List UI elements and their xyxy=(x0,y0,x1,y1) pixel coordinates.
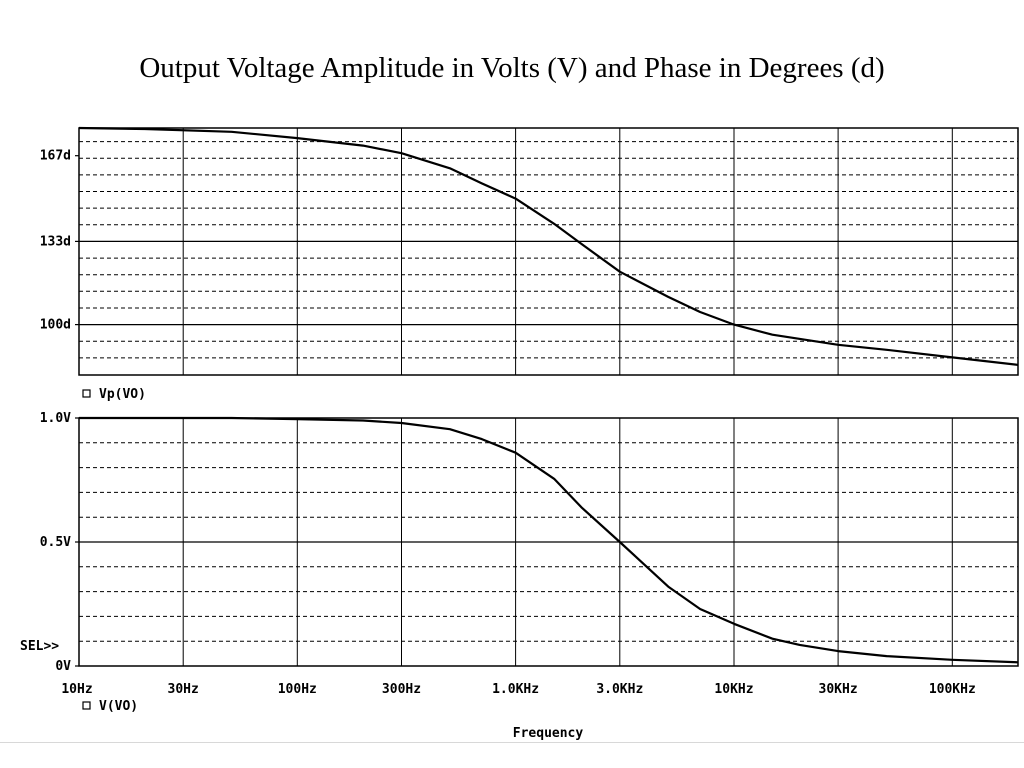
slide-title: Output Voltage Amplitude in Volts (V) an… xyxy=(139,52,885,84)
plot-frame xyxy=(78,127,1019,376)
legend-label: Vp(VO) xyxy=(99,387,146,402)
x-axis-label: Frequency xyxy=(513,726,584,741)
legend-marker xyxy=(82,389,91,398)
legend-marker xyxy=(82,701,91,710)
x-tick-label: 100KHz xyxy=(929,682,976,697)
series-line-amplitude xyxy=(79,416,1019,664)
y-tick-label: 0.5V xyxy=(40,535,71,550)
y-tick-label: 167d xyxy=(40,149,71,164)
y-tick-label: 133d xyxy=(40,234,71,249)
series-line-phase xyxy=(78,126,1019,366)
x-tick-label: 10Hz xyxy=(61,682,92,697)
footer-divider xyxy=(0,742,1024,743)
y-tick-label: 1.0V xyxy=(40,411,71,426)
x-tick-label: 300Hz xyxy=(382,682,421,697)
grid-layer xyxy=(79,128,1018,666)
x-tick-label: 30Hz xyxy=(168,682,199,697)
label-layer: 167d 133d 100d Vp(VO) 1.0V 0.5V 0V V(VO) 10Hz 30H… xyxy=(40,149,976,714)
x-tick-label: 10KHz xyxy=(714,682,753,697)
curve-layer xyxy=(78,126,1019,664)
x-tick-label: 3.0KHz xyxy=(596,682,643,697)
x-tick-label: 1.0KHz xyxy=(492,682,539,697)
frame-layer xyxy=(75,127,1019,667)
x-tick-label: 100Hz xyxy=(278,682,317,697)
legend-label: V(VO) xyxy=(99,699,138,714)
y-tick-label: 100d xyxy=(40,318,71,333)
x-tick-label: 30KHz xyxy=(819,682,858,697)
sel-marker: SEL>> xyxy=(20,639,59,654)
y-tick-label: 0V xyxy=(55,659,71,674)
